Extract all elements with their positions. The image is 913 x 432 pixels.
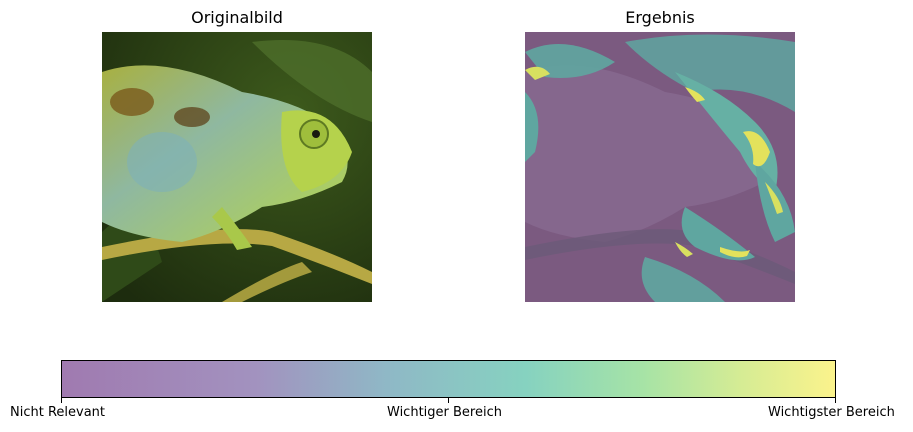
result-image-title: Ergebnis — [625, 8, 695, 27]
colorbar — [61, 360, 836, 398]
original-image-title: Originalbild — [191, 8, 283, 27]
result-heatmap — [525, 32, 795, 302]
colorbar-label-mid: Wichtiger Bereich — [387, 405, 502, 420]
original-image — [102, 32, 372, 302]
colorbar-tick-mid — [448, 398, 449, 403]
colorbar-label-low: Nicht Relevant — [10, 405, 106, 420]
colorbar-label-high: Wichtigster Bereich — [768, 405, 895, 420]
colorbar-tick-low — [61, 398, 62, 403]
colorbar-tick-high — [835, 398, 836, 403]
